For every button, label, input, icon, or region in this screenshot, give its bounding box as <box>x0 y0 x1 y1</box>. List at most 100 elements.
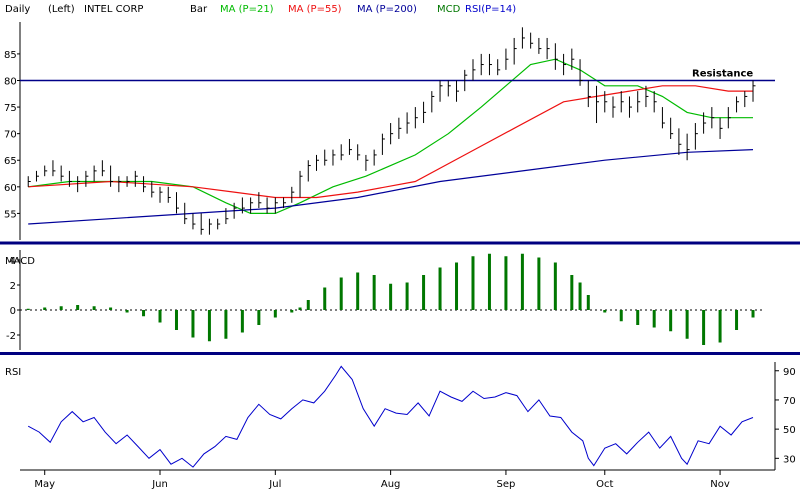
price-bar <box>118 176 122 193</box>
rsi-tick-label: 30 <box>783 454 796 465</box>
price-bar <box>431 91 435 113</box>
price-macd-divider <box>0 241 800 245</box>
price-bar <box>571 48 575 70</box>
price-bar <box>398 117 402 139</box>
month-label: Sep <box>497 479 516 490</box>
macd-bar <box>339 277 343 310</box>
rsi-legend: RSI(P=14) <box>465 4 516 15</box>
price-bar <box>563 53 567 76</box>
price-bar <box>217 218 221 230</box>
price-bar <box>381 133 385 155</box>
macd-bar <box>224 310 228 339</box>
price-bar <box>472 59 476 81</box>
price-bar <box>628 96 632 118</box>
macd-bar <box>652 310 656 328</box>
macd-bar <box>603 310 607 313</box>
macd-bar <box>257 310 261 325</box>
price-bar <box>77 176 81 193</box>
macd-bar <box>306 300 310 310</box>
price-bar <box>497 59 501 76</box>
macd-bar <box>422 275 426 310</box>
ma55-legend: MA (P=55) <box>288 4 342 15</box>
price-bar <box>587 80 591 108</box>
price-bar <box>332 149 336 166</box>
macd-bar <box>389 283 393 310</box>
price-bar <box>250 197 254 214</box>
price-bar <box>274 197 278 214</box>
chart-header: Daily (Left) INTEL CORP Bar MA (P=21) MA… <box>5 4 516 15</box>
price-bar <box>200 213 204 235</box>
macd-tick-label: -2 <box>6 331 16 342</box>
month-label: Oct <box>596 479 613 490</box>
macd-panel-title: MACD <box>5 256 35 267</box>
price-bar <box>464 69 468 92</box>
macd-bar <box>669 310 673 332</box>
macd-tick-label: 2 <box>10 281 16 292</box>
price-bar <box>530 32 534 49</box>
price-bar <box>110 165 114 187</box>
macd-bar <box>751 310 755 318</box>
month-label: May <box>34 479 55 490</box>
macd-bar <box>43 307 47 310</box>
rsi-tick-label: 70 <box>783 396 796 407</box>
price-tick-label: 75 <box>4 103 17 114</box>
macd-bar <box>718 310 722 343</box>
macd-bar <box>298 307 302 310</box>
macd-bar <box>735 310 739 330</box>
macd-tick-label: 4 <box>10 256 16 267</box>
price-bar <box>727 107 731 129</box>
macd-histogram <box>26 253 755 345</box>
macd-bar <box>125 310 129 313</box>
price-bar <box>670 117 674 139</box>
ma200-legend: MA (P=200) <box>357 4 417 15</box>
price-bar <box>283 197 287 209</box>
price-bar <box>93 165 97 182</box>
time-axis-labels: May Jun Jul Aug Sep Oct Nov <box>34 470 730 490</box>
price-bar <box>159 186 163 203</box>
resistance-label: Resistance <box>692 68 753 79</box>
price-bar <box>340 144 344 161</box>
macd-bar <box>586 295 590 310</box>
price-bar <box>513 37 517 65</box>
price-bar <box>266 197 270 214</box>
chart-style-label: Bar <box>190 4 208 15</box>
price-bar <box>175 192 179 214</box>
price-bar <box>85 170 89 187</box>
macd-bar <box>685 310 689 339</box>
ma55-line <box>28 85 753 199</box>
rsi-line-group <box>27 365 754 468</box>
price-bar <box>736 96 740 113</box>
month-label: Jul <box>268 479 281 490</box>
macd-bar <box>240 310 244 333</box>
macd-bar <box>323 287 327 310</box>
price-bar <box>192 213 196 230</box>
price-bar <box>241 197 245 214</box>
scale-label: (Left) <box>48 4 75 15</box>
price-bar <box>505 48 509 70</box>
price-bar <box>637 91 641 113</box>
price-bar <box>357 144 361 161</box>
price-bar <box>456 80 460 102</box>
mcd-legend: MCD <box>437 4 461 15</box>
price-bar <box>480 53 484 76</box>
macd-bar <box>578 282 582 310</box>
price-bar <box>35 170 39 182</box>
price-bar <box>208 218 212 235</box>
macd-bar <box>471 256 475 310</box>
ma200-line <box>28 149 754 225</box>
price-bar <box>126 176 130 187</box>
price-tick-label: 65 <box>4 156 17 167</box>
moving-average-lines <box>28 58 754 225</box>
macd-bar <box>438 267 442 310</box>
price-bar <box>373 149 377 166</box>
macd-bar <box>207 310 211 342</box>
price-bar <box>554 43 558 70</box>
symbol-name: INTEL CORP <box>84 4 143 15</box>
price-bar <box>538 37 542 54</box>
macd-bar <box>290 310 294 313</box>
macd-bar <box>191 310 195 338</box>
rsi-tick-label: 90 <box>783 367 796 378</box>
price-tick-label: 60 <box>4 183 17 194</box>
price-bar <box>307 160 311 182</box>
